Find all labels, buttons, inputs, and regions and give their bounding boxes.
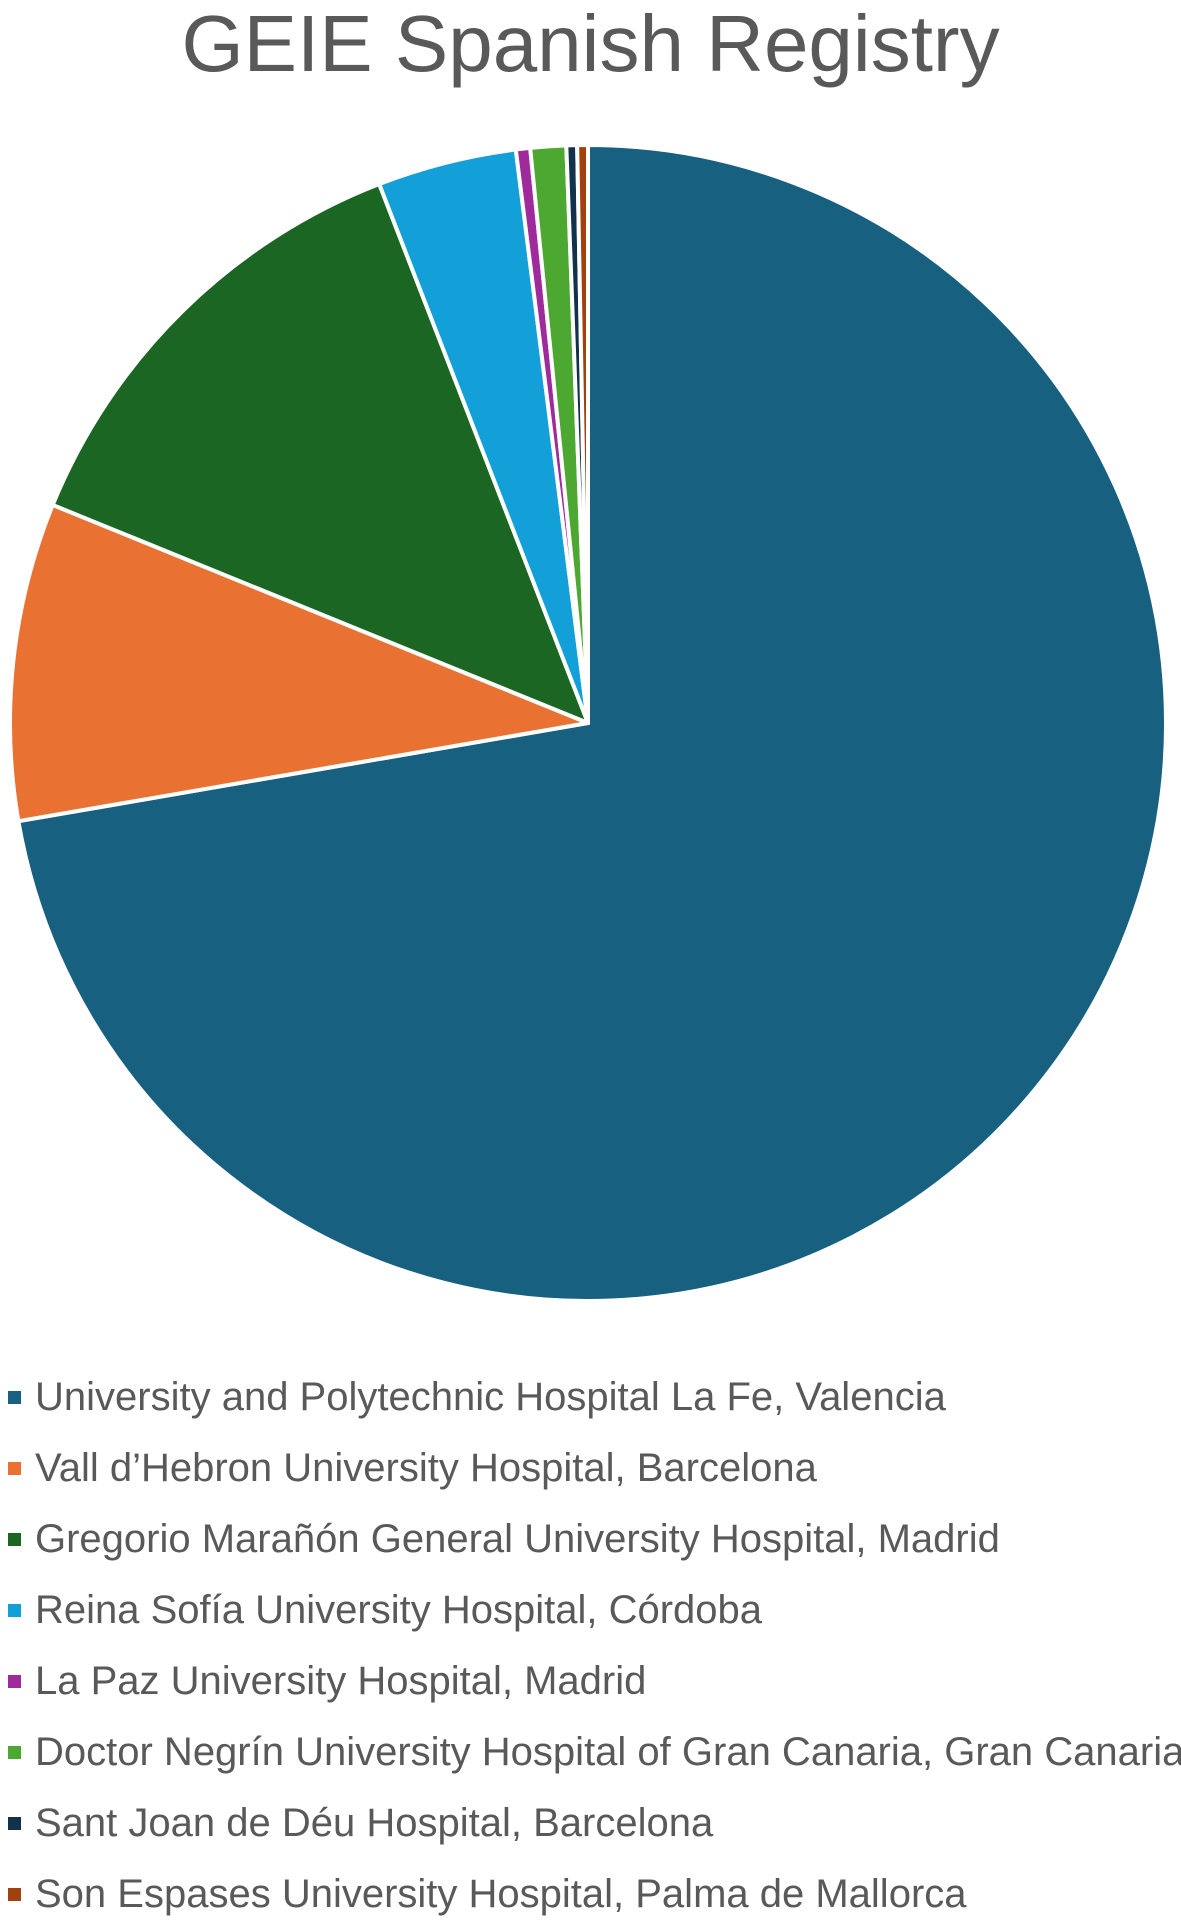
pie-chart: [8, 142, 1168, 1303]
legend-label: Vall d’Hebron University Hospital, Barce…: [35, 1446, 817, 1490]
legend-swatch: [8, 1533, 21, 1546]
legend-label: Gregorio Marañón General University Hosp…: [35, 1517, 1000, 1561]
legend-label: Son Espases University Hospital, Palma d…: [35, 1872, 967, 1916]
pie-slice: [575, 142, 590, 725]
pie-slice: [16, 143, 1168, 1303]
legend-item: La Paz University Hospital, Madrid: [8, 1646, 1178, 1717]
legend-item: Vall d’Hebron University Hospital, Barce…: [8, 1433, 1178, 1504]
legend-label: Reina Sofía University Hospital, Córdoba: [35, 1588, 763, 1632]
pie-slice: [8, 502, 590, 824]
legend: University and Polytechnic Hospital La F…: [8, 1362, 1181, 1930]
legend-swatch: [8, 1604, 21, 1617]
legend-label: Doctor Negrín University Hospital of Gra…: [35, 1730, 1181, 1774]
chart-title: GEIE Spanish Registry: [181, 0, 1000, 88]
legend-item: Reina Sofía University Hospital, Córdoba: [8, 1575, 1178, 1646]
legend-item: Gregorio Marañón General University Hosp…: [8, 1504, 1178, 1575]
legend-label: University and Polytechnic Hospital La F…: [35, 1375, 946, 1419]
legend-label: La Paz University Hospital, Madrid: [35, 1659, 647, 1703]
legend-item: Son Espases University Hospital, Palma d…: [8, 1859, 1178, 1930]
legend-swatch: [8, 1888, 21, 1901]
legend-swatch: [8, 1391, 21, 1404]
legend-swatch: [8, 1462, 21, 1475]
pie-slice: [50, 182, 590, 725]
legend-item: Sant Joan de Déu Hospital, Barcelona: [8, 1788, 1178, 1859]
legend-swatch: [8, 1817, 21, 1830]
legend-item: University and Polytechnic Hospital La F…: [8, 1362, 1178, 1433]
legend-swatch: [8, 1675, 21, 1688]
legend-swatch: [8, 1746, 21, 1759]
legend-item: Doctor Negrín University Hospital of Gra…: [8, 1717, 1181, 1788]
legend-label: Sant Joan de Déu Hospital, Barcelona: [35, 1801, 714, 1845]
